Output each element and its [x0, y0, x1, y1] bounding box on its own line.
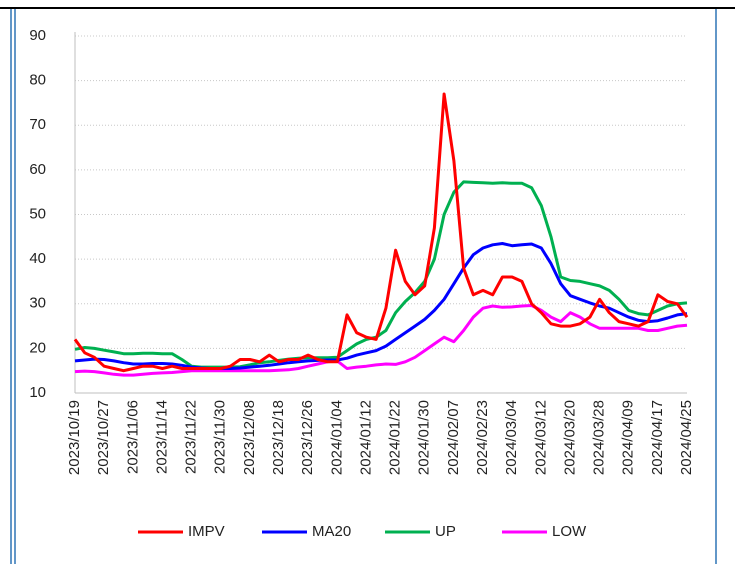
x-tick-label: 2024/04/25 [678, 400, 695, 475]
y-tick-label: 70 [29, 116, 46, 133]
x-tick-label: 2024/01/22 [387, 400, 404, 475]
x-tick-label: 2024/03/28 [591, 400, 608, 475]
y-tick-label: 50 [29, 205, 46, 222]
x-tick-label: 2024/04/17 [649, 400, 666, 475]
x-tick-label: 2024/03/20 [561, 400, 578, 475]
x-tick-label: 2024/01/04 [328, 400, 345, 475]
series-line [73, 92, 689, 373]
x-tick-label: 2024/02/23 [474, 400, 491, 475]
x-tick-label: 2024/03/12 [532, 400, 549, 475]
x-tick-label: 2024/02/07 [445, 400, 462, 475]
y-tick-label: 80 [29, 72, 46, 89]
legend-label: MA20 [312, 523, 351, 540]
x-tick-label: 2024/01/30 [416, 400, 433, 475]
x-tick-label: 2023/11/30 [212, 400, 229, 474]
x-tick-label: 2023/10/27 [95, 400, 112, 475]
x-tick-label: 2023/12/08 [241, 400, 258, 475]
x-tick-label: 2024/01/12 [357, 400, 374, 475]
y-tick-label: 10 [29, 384, 46, 401]
y-tick-label: 90 [29, 27, 46, 44]
x-tick-label: 2024/03/04 [503, 400, 520, 475]
x-tick-label: 2023/11/06 [124, 400, 141, 474]
legend-label: IMPV [188, 523, 225, 540]
y-tick-label: 30 [29, 295, 46, 312]
x-tick-label: 2023/10/19 [66, 400, 83, 475]
x-tick-label: 2023/11/22 [183, 400, 200, 474]
y-tick-label: 40 [29, 250, 46, 267]
x-tick-label: 2023/11/14 [153, 400, 170, 474]
x-tick-label: 2024/04/09 [620, 400, 637, 475]
x-tick-label: 2023/12/18 [270, 400, 287, 475]
y-tick-label: 20 [29, 339, 46, 356]
x-tick-label: 2023/12/26 [299, 400, 316, 475]
series-line [74, 242, 688, 370]
legend-label: UP [435, 523, 456, 540]
series-line [74, 180, 688, 369]
legend-label: LOW [552, 523, 587, 540]
y-tick-label: 60 [29, 161, 46, 178]
